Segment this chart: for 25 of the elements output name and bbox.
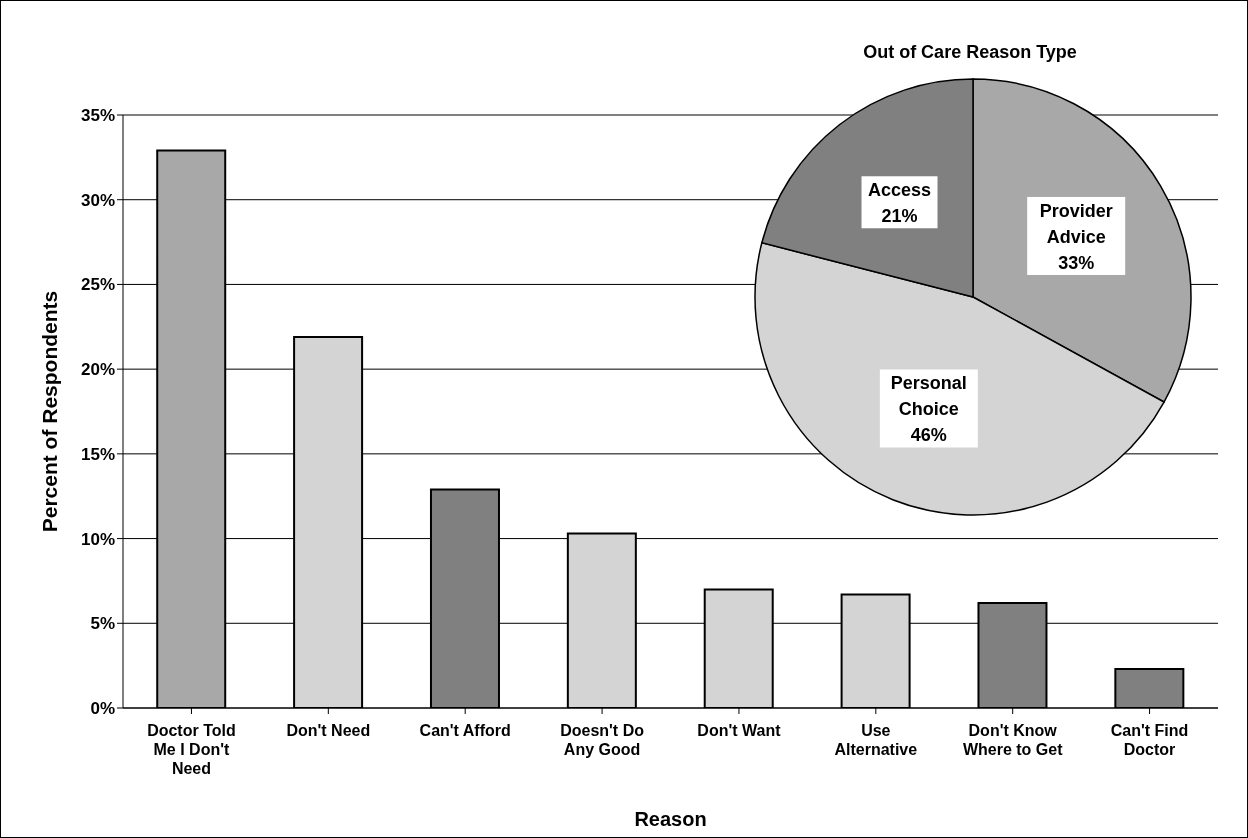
data-label: 33% bbox=[1058, 252, 1095, 273]
y-tick-label: 5% bbox=[90, 614, 115, 634]
x-tick-label: Don't Know Where to Get bbox=[962, 722, 1064, 758]
y-tick-label: 0% bbox=[90, 699, 115, 719]
slice-label: Provider Advice bbox=[1039, 200, 1113, 247]
data-label: 46% bbox=[910, 425, 947, 446]
y-tick-label: 15% bbox=[80, 444, 115, 464]
slice-label: Personal Choice bbox=[890, 373, 967, 420]
x-tick-label: Doesn't Do Any Good bbox=[560, 722, 645, 758]
x-tick-label: Don't Need bbox=[286, 722, 371, 739]
y-tick-label: 20% bbox=[80, 360, 115, 380]
y-tick-label: 10% bbox=[80, 529, 115, 549]
x-axis-title: Reason bbox=[634, 808, 707, 830]
chart-title: Out of Care Reason Type bbox=[862, 42, 1078, 63]
data-label: 21% bbox=[881, 206, 918, 227]
slice-label: Access bbox=[867, 180, 932, 201]
y-axis-title: Percent of Respondents bbox=[38, 290, 62, 533]
y-tick-label: 25% bbox=[80, 275, 115, 295]
x-tick-label: Use Alternative bbox=[834, 722, 918, 758]
x-tick-label: Don't Want bbox=[697, 722, 782, 739]
x-tick-label: Can't Find Doctor bbox=[1110, 722, 1189, 758]
y-tick-label: 35% bbox=[80, 106, 115, 126]
x-tick-label: Doctor Told Me I Don't Need bbox=[147, 722, 236, 777]
y-tick-label: 30% bbox=[80, 190, 115, 210]
x-tick-label: Can't Afford bbox=[419, 722, 511, 739]
